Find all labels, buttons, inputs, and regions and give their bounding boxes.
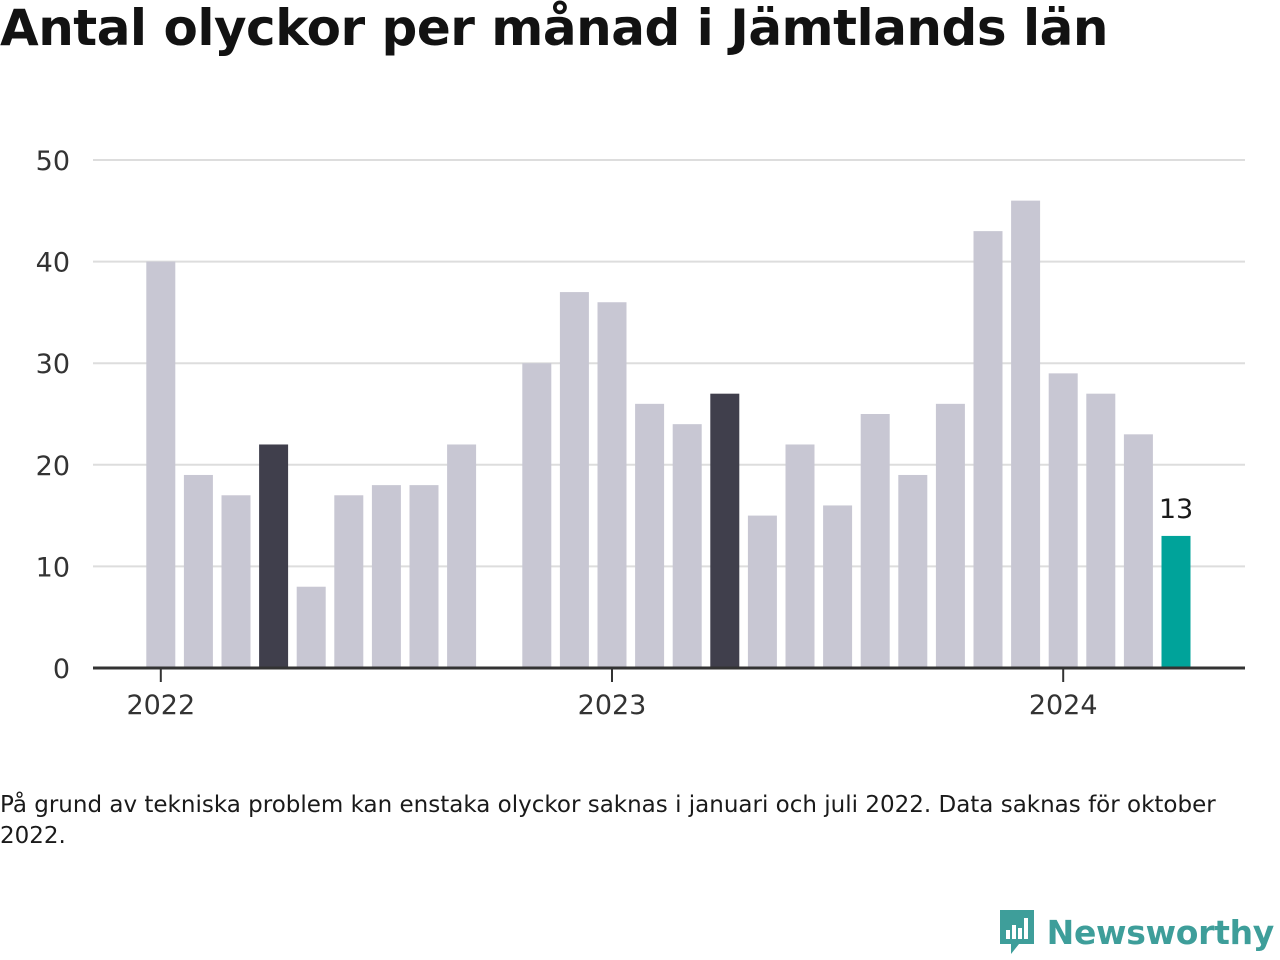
bar (935, 403, 965, 668)
bar (259, 444, 289, 668)
bar (973, 231, 1003, 668)
bar (221, 495, 251, 668)
bar-chart: 0 10 20 30 40 50 2022 2023 2024 13 (36, 146, 1245, 721)
brand-name: Newsworthy (1046, 912, 1275, 952)
bar (183, 474, 213, 668)
bar (672, 424, 702, 668)
bar (710, 393, 740, 668)
x-tick-label: 2024 (1029, 690, 1098, 721)
bar (522, 363, 552, 668)
bar (635, 403, 665, 668)
x-tick-label: 2023 (578, 690, 647, 721)
y-tick-label: 50 (36, 146, 70, 177)
x-tick-label: 2022 (126, 690, 195, 721)
footnote: På grund av tekniska problem kan enstaka… (0, 792, 1216, 849)
y-tick-label: 10 (36, 552, 70, 583)
bar (898, 474, 928, 668)
bar (860, 414, 890, 668)
brand[interactable]: Newsworthy (997, 908, 1274, 956)
bar (371, 485, 401, 668)
y-tick-label: 20 (36, 451, 70, 482)
newsworthy-logo-icon (999, 910, 1034, 954)
bar (296, 586, 326, 668)
bar (747, 515, 777, 668)
data-label: 13 (1159, 494, 1193, 525)
bar (447, 444, 477, 668)
bar (334, 495, 364, 668)
bar (785, 444, 815, 668)
bar (1048, 373, 1078, 668)
bar (1086, 393, 1116, 668)
bar (559, 292, 589, 668)
y-tick-label: 30 (36, 349, 70, 380)
bar (146, 261, 176, 668)
bar (1161, 535, 1191, 668)
bar (823, 505, 853, 668)
chart-title: Antal olyckor per månad i Jämtlands län (0, 0, 1108, 57)
bar (1011, 200, 1041, 668)
y-tick-label: 40 (36, 248, 70, 279)
y-tick-label: 0 (53, 654, 70, 685)
bar (597, 302, 627, 668)
bar (409, 485, 439, 668)
bar (1123, 434, 1153, 668)
